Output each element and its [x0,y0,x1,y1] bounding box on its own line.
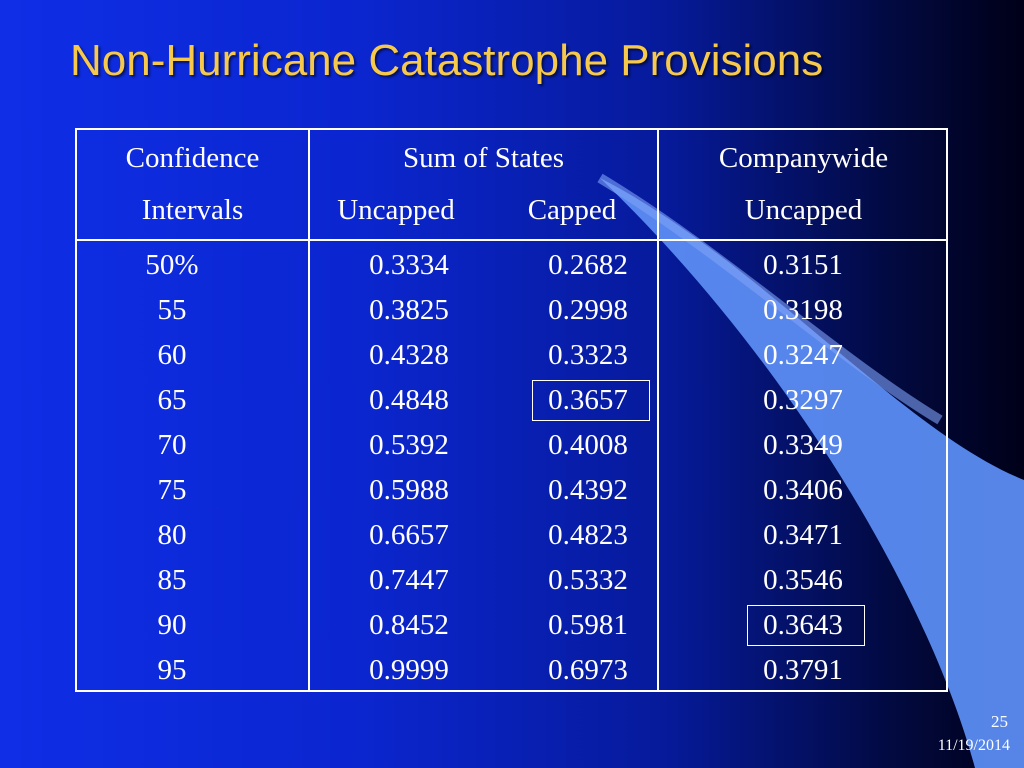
cell-uncapped: 0.6657 [369,519,449,551]
provisions-table: Confidence Intervals Sum of States Uncap… [75,128,948,692]
slide-date: 11/19/2014 [937,737,1010,754]
cell-companywide: 0.3643 [763,609,843,641]
cell-uncapped: 0.8452 [369,609,449,641]
cell-uncapped: 0.5988 [369,474,449,506]
cell-ci: 50% [145,249,199,281]
cell-ci: 90 [157,609,187,641]
cell-ci: 80 [157,519,187,551]
cell-ci: 65 [157,384,187,416]
cell-companywide: 0.3151 [763,249,843,281]
cell-uncapped: 0.7447 [369,564,449,596]
cell-companywide: 0.3349 [763,429,843,461]
cell-companywide: 0.3791 [763,654,843,686]
header-divider [77,239,946,241]
cell-uncapped: 0.3825 [369,294,449,326]
cell-capped: 0.5332 [548,564,628,596]
column-divider [308,128,310,692]
header-companywide: Companywide [718,142,889,174]
cell-capped: 0.3657 [548,384,628,416]
cell-capped: 0.4823 [548,519,628,551]
cell-capped: 0.2998 [548,294,628,326]
cell-companywide: 0.3297 [763,384,843,416]
header-sum-uncapped: Uncapped [337,194,455,226]
cell-companywide: 0.3471 [763,519,843,551]
cell-capped: 0.5981 [548,609,628,641]
cell-uncapped: 0.3334 [369,249,449,281]
highlight-box [532,380,650,421]
page-number: 25 [991,712,1008,731]
cell-capped: 0.4008 [548,429,628,461]
cell-capped: 0.3323 [548,339,628,371]
cell-uncapped: 0.5392 [369,429,449,461]
cell-ci: 60 [157,339,187,371]
cell-capped: 0.2682 [548,249,628,281]
slide-title: Non-Hurricane Catastrophe Provisions [70,36,824,85]
cell-uncapped: 0.9999 [369,654,449,686]
cell-companywide: 0.3406 [763,474,843,506]
cell-companywide: 0.3247 [763,339,843,371]
cell-ci: 75 [157,474,187,506]
cell-companywide: 0.3198 [763,294,843,326]
cell-ci: 55 [157,294,187,326]
cell-capped: 0.6973 [548,654,628,686]
cell-uncapped: 0.4328 [369,339,449,371]
column-divider [657,128,659,692]
cell-ci: 95 [157,654,187,686]
cell-uncapped: 0.4848 [369,384,449,416]
highlight-box [747,605,865,646]
cell-ci: 85 [157,564,187,596]
cell-capped: 0.4392 [548,474,628,506]
header-sum-of-states: Sum of States [402,142,565,174]
cell-companywide: 0.3546 [763,564,843,596]
header-companywide-uncapped: Uncapped [744,194,863,226]
cell-ci: 70 [157,429,187,461]
header-confidence: Confidence [125,142,260,174]
header-intervals: Intervals [141,194,244,226]
header-sum-capped: Capped [527,194,617,226]
